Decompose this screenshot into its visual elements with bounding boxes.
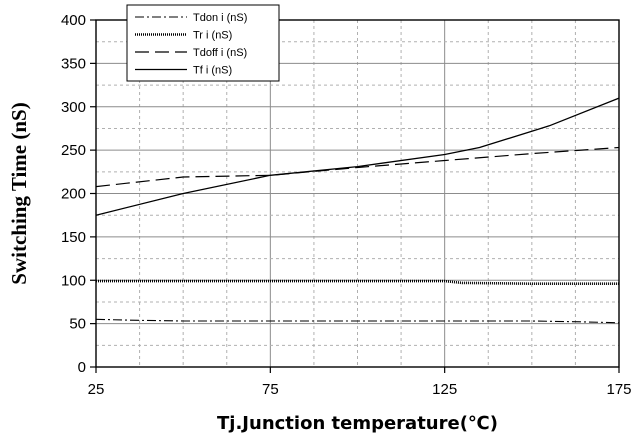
series-line-3 (95, 146, 620, 188)
y-tick-label: 300 (61, 99, 86, 116)
series-line-4 (95, 97, 620, 216)
y-tick-label: 50 (69, 316, 86, 333)
y-tick-label: 400 (61, 12, 86, 29)
y-tick-label: 0 (78, 359, 86, 376)
y-tick-label: 250 (61, 142, 86, 159)
x-tick-label: 125 (432, 381, 457, 398)
y-axis-label: Switching Time (nS) (7, 102, 31, 284)
series-line-2 (96, 279, 619, 285)
x-axis-label: Tj.Junction temperature(℃) (217, 413, 498, 434)
legend: Tdon i (nS) Tr i (nS) Tdoff i (nS) Tf i (nS… (126, 4, 280, 82)
y-tick-label: 100 (61, 272, 86, 289)
legend-label-1: Tdon i (nS) (193, 12, 247, 24)
y-tick-label: 200 (61, 186, 86, 203)
series-line-1 (95, 318, 620, 324)
x-tick-label: 75 (262, 381, 279, 398)
legend-label-2: Tr i (nS) (193, 30, 232, 42)
legend-label-3: Tdoff i (nS) (193, 47, 247, 59)
axes: 0 50 100 150 200 250 300 350 400 25 75 125 175 (61, 12, 632, 398)
x-tick-label: 175 (606, 381, 631, 398)
y-tick-label: 150 (61, 229, 86, 246)
y-tick-label: 350 (61, 55, 86, 72)
series-lines (95, 97, 620, 324)
legend-box (126, 4, 280, 82)
x-tick-label: 25 (88, 381, 105, 398)
legend-label-4: Tf i (nS) (193, 65, 232, 77)
